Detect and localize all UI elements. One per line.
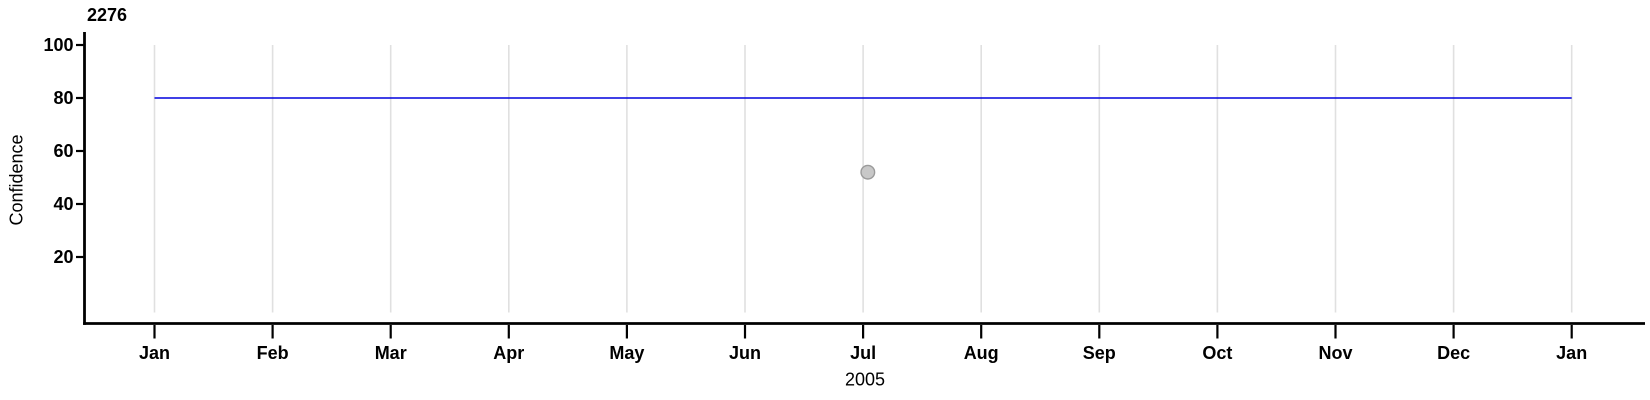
x-tick-label: Jul xyxy=(850,343,876,363)
chart-title: 2276 xyxy=(87,5,127,25)
x-tick-label: Mar xyxy=(375,343,407,363)
x-tick-label: Jan xyxy=(1556,343,1587,363)
x-axis-label: 2005 xyxy=(845,370,885,390)
x-tick-label: Feb xyxy=(257,343,289,363)
y-tick-label: 40 xyxy=(53,194,73,214)
x-tick-label: Nov xyxy=(1318,343,1352,363)
x-tick-label: Sep xyxy=(1083,343,1116,363)
y-tick-label: 100 xyxy=(43,35,73,55)
x-tick-label: Aug xyxy=(964,343,999,363)
y-axis-label: Confidence xyxy=(7,134,27,225)
x-tick-label: May xyxy=(609,343,644,363)
x-tick-label: Jan xyxy=(139,343,170,363)
x-tick-label: Oct xyxy=(1202,343,1232,363)
y-tick-label: 60 xyxy=(53,141,73,161)
x-tick-label: Dec xyxy=(1437,343,1470,363)
x-tick-label: Apr xyxy=(493,343,524,363)
data-point xyxy=(860,164,876,180)
y-tick-label: 80 xyxy=(53,88,73,108)
x-tick-label: Jun xyxy=(729,343,761,363)
y-tick-label: 20 xyxy=(53,247,73,267)
